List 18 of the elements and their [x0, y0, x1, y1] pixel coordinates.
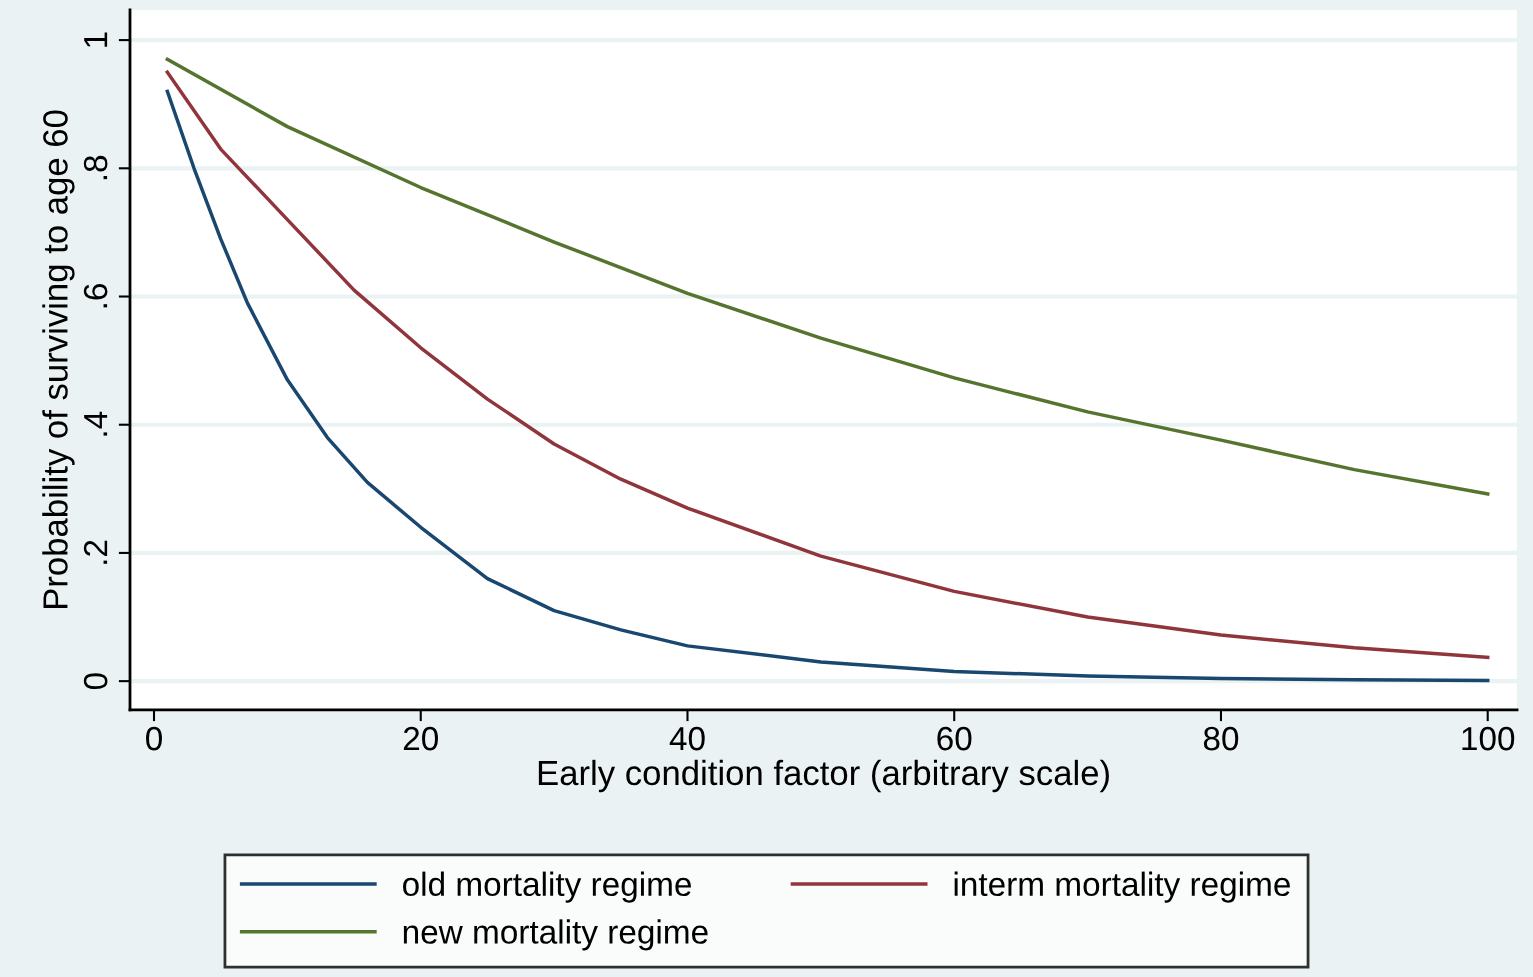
- y-tick-label: 0: [83, 673, 108, 690]
- x-tick-label: 80: [1203, 726, 1239, 751]
- x-tick-label: 60: [937, 726, 972, 751]
- y-axis-title: Probability of surviving to age 60: [42, 110, 75, 609]
- x-tick-label: 100: [1462, 726, 1515, 751]
- legend-label: interm mortality regime: [954, 871, 1290, 903]
- legend-label: new mortality regime: [403, 919, 708, 951]
- x-tick-label: 0: [146, 726, 162, 751]
- line-series: [165, 57, 1490, 496]
- legend-label: old mortality regime: [403, 871, 691, 903]
- y-tick-label: 1: [84, 32, 108, 47]
- x-tick-label: 40: [669, 726, 705, 751]
- y-tick-label: .2: [83, 540, 108, 564]
- y-tick-label: .4: [84, 411, 108, 436]
- y-tick-label: .6: [83, 284, 108, 308]
- x-axis-title: Early condition factor (arbitrary scale): [538, 759, 1109, 793]
- y-tick-label: .8: [83, 155, 108, 180]
- x-tick-label: 20: [403, 726, 438, 751]
